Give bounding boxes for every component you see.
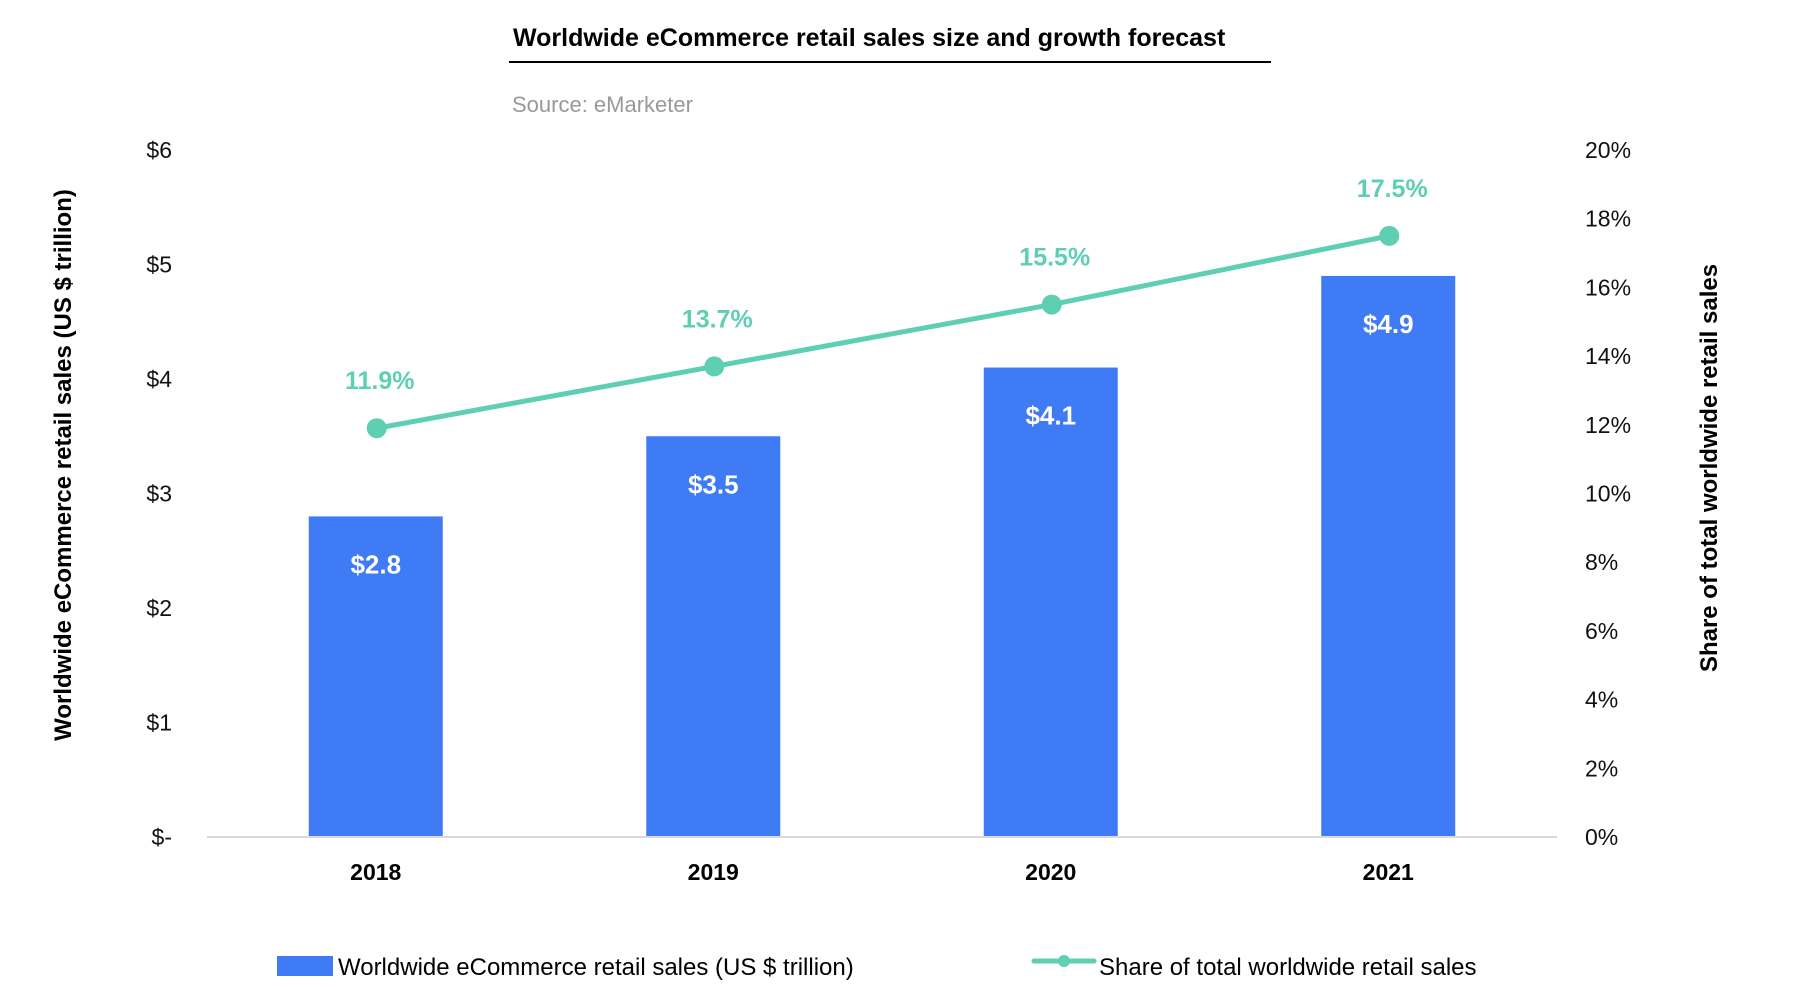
bar-data-label: $4.1 [1025, 401, 1076, 431]
bar [308, 516, 443, 837]
share-point [366, 418, 387, 439]
share-data-label: 15.5% [1019, 244, 1090, 272]
right-tick-label: 14% [1585, 343, 1631, 369]
left-tick-label: $- [152, 824, 172, 850]
share-point [1041, 294, 1062, 315]
share-point [704, 356, 725, 377]
left-tick-label: $3 [146, 481, 172, 507]
legend-swatch-bar [277, 956, 333, 976]
chart-title: Worldwide eCommerce retail sales size an… [513, 24, 1226, 52]
left-tick-label: $4 [146, 366, 172, 392]
share-data-label: 13.7% [682, 305, 753, 333]
right-tick-label: 16% [1585, 274, 1631, 300]
bar [983, 367, 1118, 837]
left-tick-label: $5 [146, 252, 172, 278]
category-labels: 2018 2019 2020 2021 [350, 859, 1414, 885]
left-axis-title: Worldwide eCommerce retail sales (US $ t… [50, 189, 77, 741]
bar-data-label: $4.9 [1363, 309, 1414, 339]
right-tick-label: 8% [1585, 549, 1618, 575]
share-point [1379, 225, 1400, 246]
legend: Worldwide eCommerce retail sales (US $ t… [277, 954, 1477, 981]
line-series: 11.9% 13.7% 15.5% 17.5% [345, 175, 1428, 439]
left-tick-label: $2 [146, 595, 172, 621]
bar [1321, 275, 1456, 837]
x-tick-label: 2020 [1025, 859, 1076, 885]
left-axis-ticks: $- $1 $2 $3 $4 $5 $6 [146, 137, 172, 850]
right-tick-label: 4% [1585, 687, 1618, 713]
x-tick-label: 2018 [350, 859, 401, 885]
right-tick-label: 0% [1585, 824, 1618, 850]
left-tick-label: $6 [146, 137, 172, 163]
bar-data-label: $2.8 [350, 549, 401, 579]
bar [646, 436, 781, 837]
left-tick-label: $1 [146, 710, 172, 736]
bar-series: $2.8 $3.5 $4.1 $4.9 [308, 275, 1456, 837]
share-data-label: 17.5% [1357, 175, 1428, 203]
right-axis-title: Share of total worldwide retail sales [1696, 264, 1723, 672]
legend-swatch-dot [1058, 955, 1070, 967]
x-tick-label: 2021 [1363, 859, 1414, 885]
right-tick-label: 12% [1585, 412, 1631, 438]
right-tick-label: 10% [1585, 481, 1631, 507]
right-tick-label: 6% [1585, 618, 1618, 644]
right-tick-label: 18% [1585, 206, 1631, 232]
legend-label-bar: Worldwide eCommerce retail sales (US $ t… [338, 954, 854, 981]
bar-data-label: $3.5 [688, 469, 739, 499]
chart-source: Source: eMarketer [512, 92, 693, 117]
legend-label-line: Share of total worldwide retail sales [1099, 954, 1477, 981]
right-tick-label: 20% [1585, 137, 1631, 163]
share-data-label: 11.9% [345, 367, 415, 395]
right-tick-label: 2% [1585, 755, 1618, 781]
share-line [376, 233, 1390, 431]
x-tick-label: 2019 [688, 859, 739, 885]
right-axis-ticks: 0% 2% 4% 6% 8% 10% 12% 14% 16% 18% 20% [1585, 137, 1631, 850]
